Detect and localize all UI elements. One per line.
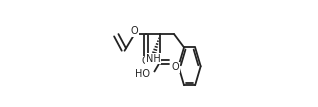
Text: O: O [172, 62, 179, 72]
Text: NH: NH [146, 54, 160, 63]
Text: HO: HO [135, 68, 149, 79]
Text: O: O [131, 26, 138, 36]
Text: O: O [142, 56, 149, 66]
